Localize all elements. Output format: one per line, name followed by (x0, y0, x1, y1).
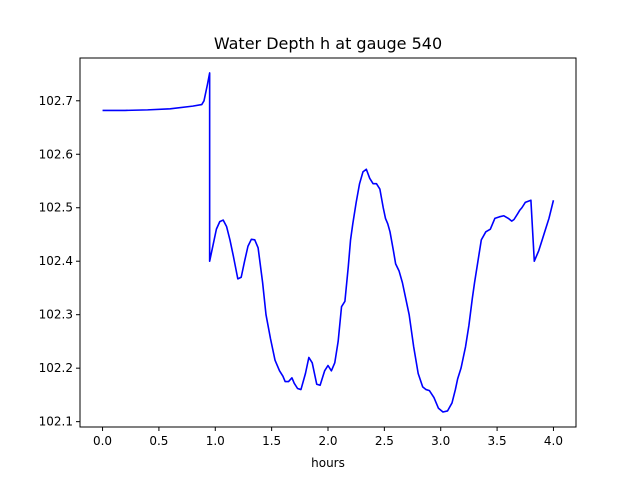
y-tick-label: 102.4 (39, 254, 73, 268)
x-tick-label: 0.5 (149, 434, 168, 448)
y-tick-label: 102.7 (39, 94, 73, 108)
chart-title: Water Depth h at gauge 540 (214, 34, 442, 53)
x-tick-label: 1.0 (206, 434, 225, 448)
y-tick-label: 102.6 (39, 147, 73, 161)
x-tick-label: 2.5 (375, 434, 394, 448)
y-tick-label: 102.5 (39, 201, 73, 215)
x-tick-label: 3.0 (431, 434, 450, 448)
x-axis-label: hours (311, 456, 345, 470)
x-tick-label: 3.5 (488, 434, 507, 448)
y-tick-label: 102.3 (39, 308, 73, 322)
series-line (102, 72, 555, 413)
y-axis: 102.1 102.2 102.3 102.4 102.5 102.6 102.7 (39, 94, 80, 429)
x-tick-label: 1.5 (262, 434, 281, 448)
axes-frame (79, 57, 577, 428)
plot-area (102, 72, 555, 413)
y-tick-label: 102.2 (39, 361, 73, 375)
x-tick-label: 4.0 (544, 434, 563, 448)
y-tick-label: 102.1 (39, 415, 73, 429)
x-axis: 0.0 0.5 1.0 1.5 2.0 2.5 3.0 3.5 4.0 (93, 427, 563, 448)
x-tick-label: 2.0 (318, 434, 337, 448)
x-tick-label: 0.0 (93, 434, 112, 448)
